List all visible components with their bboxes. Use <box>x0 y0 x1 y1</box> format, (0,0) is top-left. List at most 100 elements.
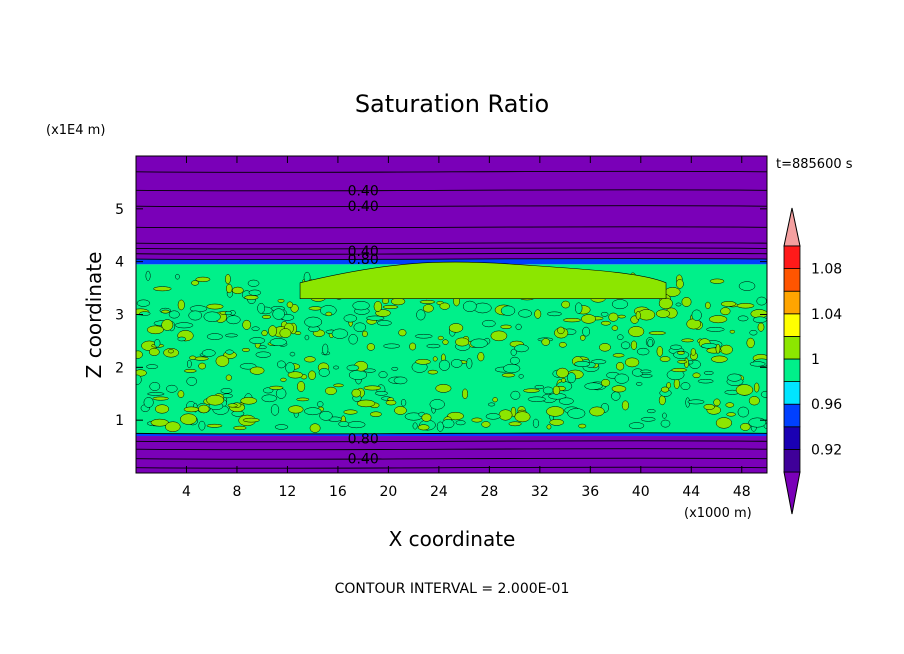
contour-patch <box>146 364 159 369</box>
contour-patch <box>492 397 498 403</box>
contour-patch <box>523 388 540 393</box>
contour-patch <box>297 381 306 392</box>
contour-patch <box>746 337 755 349</box>
contour-patch <box>589 406 605 417</box>
contour-patch <box>552 385 561 395</box>
contour-patch <box>201 349 216 357</box>
colorbar-label: 0.96 <box>811 397 842 413</box>
colorbar-swatch <box>783 268 801 292</box>
contour-patch <box>225 274 231 285</box>
contour-patch <box>248 289 262 296</box>
contour-patch <box>439 302 450 310</box>
x-tick-label: 16 <box>329 484 347 500</box>
contour-patch <box>183 406 199 413</box>
contour-patch <box>671 368 688 373</box>
contour-patch <box>659 356 671 362</box>
contour-patch <box>261 394 277 403</box>
contour-patch <box>143 397 154 408</box>
contour-patch <box>353 322 367 333</box>
contour-patch <box>736 303 755 309</box>
contour-patch <box>364 368 376 373</box>
upper-dome <box>299 261 667 299</box>
contour-patch <box>189 305 208 313</box>
contour-patch <box>621 400 629 411</box>
contour-patch <box>146 325 164 335</box>
contour-patch <box>400 399 407 407</box>
contour-patch <box>482 319 496 328</box>
contour-patch <box>261 330 268 337</box>
contour-labels: 0.400.400.400.800.800.40 <box>348 183 379 467</box>
contour-patch <box>187 359 192 369</box>
contour-patch <box>697 378 714 384</box>
contour-patch <box>427 369 438 375</box>
contour-patch <box>737 406 749 418</box>
contour-patch <box>347 421 366 429</box>
contour-patch <box>206 303 224 310</box>
contour-patch <box>242 417 260 423</box>
y-tick-label: 1 <box>115 413 124 429</box>
contour-patch <box>242 319 252 330</box>
field-band <box>136 259 767 265</box>
contour-patch <box>390 297 406 306</box>
contour-patch <box>760 390 767 398</box>
x-tick-label: 36 <box>581 484 599 500</box>
y-axis: 1 2 3 4 5 <box>115 202 767 429</box>
contour-patch <box>231 286 244 295</box>
contour-patch <box>658 395 666 406</box>
contour-patch <box>635 382 643 386</box>
contour-patch <box>708 315 728 324</box>
colorbar-swatch <box>783 403 801 428</box>
contour-patch <box>518 309 532 318</box>
contour-patch <box>600 320 611 326</box>
contour-patch <box>304 356 316 363</box>
contour-patch <box>183 369 197 373</box>
contour-patch <box>385 399 397 406</box>
colorbar-swatch <box>783 358 801 383</box>
contour-patch <box>136 350 143 359</box>
contour-line <box>136 205 767 208</box>
x-unit-label: (x1000 m) <box>684 506 752 521</box>
contour-patch <box>362 330 368 338</box>
contour-patch <box>206 394 225 406</box>
contour-line <box>136 242 767 245</box>
contour-patch <box>503 363 521 374</box>
contour-line <box>136 466 767 469</box>
contour-patch <box>277 298 285 303</box>
contour-patch <box>161 309 170 314</box>
x-tick-label: 48 <box>733 484 751 500</box>
y-tick-label: 3 <box>115 308 124 324</box>
contour-label: 0.80 <box>348 252 379 268</box>
contour-line <box>136 448 767 451</box>
contour-patch <box>713 398 721 407</box>
contour-patch <box>438 359 450 371</box>
contour-patch <box>584 382 603 390</box>
contour-patch <box>437 335 444 341</box>
contour-patch <box>725 402 735 408</box>
contour-patch <box>419 299 436 304</box>
contour-patch <box>175 273 180 280</box>
contour-patch <box>706 327 725 332</box>
contour-patch <box>447 411 464 421</box>
colorbar-label: 0.92 <box>811 442 842 458</box>
contour-patch <box>756 296 767 306</box>
contour-patch <box>611 299 628 310</box>
contour-patch <box>455 337 470 347</box>
contour-patch <box>174 322 194 329</box>
contour-patch <box>500 324 512 329</box>
contour-patch <box>145 270 151 281</box>
contour-patch <box>322 343 329 355</box>
contour-patch <box>662 412 667 419</box>
contour-patch <box>366 343 376 351</box>
contour-patch <box>343 409 358 415</box>
contour-patch <box>304 316 323 328</box>
contour-patch <box>681 338 694 343</box>
contour-patch <box>366 315 385 321</box>
colorbar-swatch <box>783 335 801 360</box>
contour-patch <box>382 305 399 309</box>
contour-patch <box>304 334 310 341</box>
contour-patch <box>566 372 577 384</box>
contour-patch <box>268 325 278 337</box>
y-axis-label: Z coordinate <box>82 252 106 379</box>
contour-patch <box>748 396 760 406</box>
contour-patch <box>630 340 638 350</box>
